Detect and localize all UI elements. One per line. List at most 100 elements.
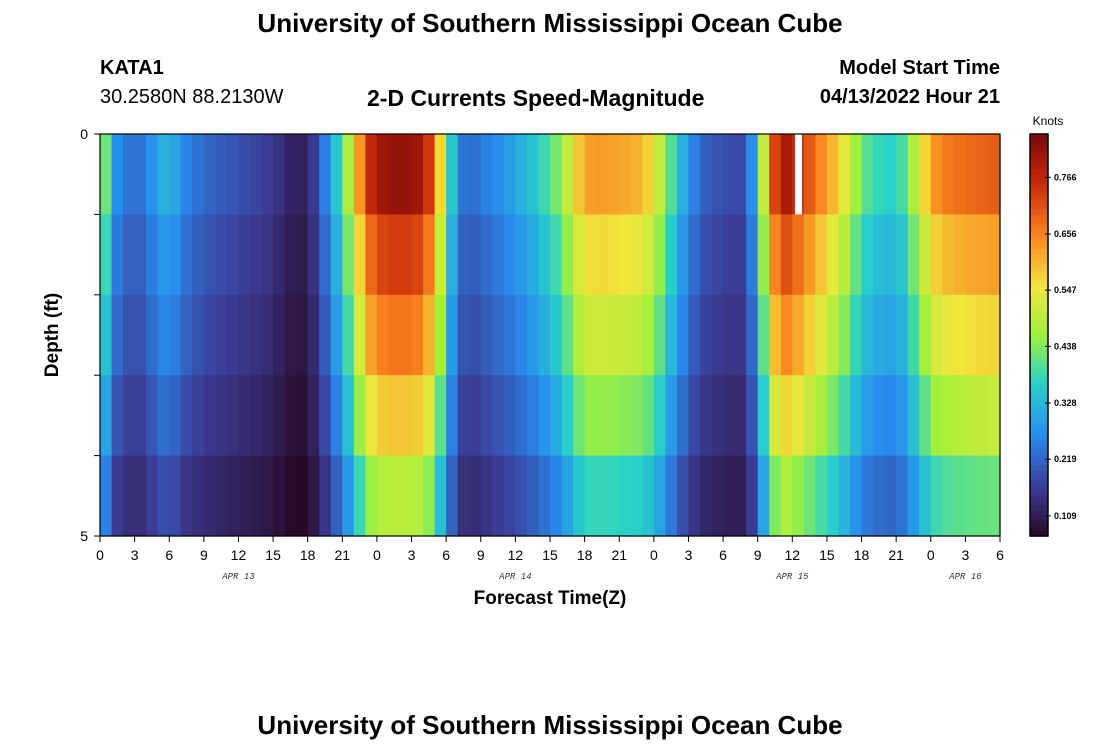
heatmap-cell (365, 214, 378, 296)
colorbar-segment (1030, 264, 1048, 271)
x-tick-label: 12 (231, 547, 247, 563)
x-tick-label: 0 (96, 547, 104, 563)
heatmap-cell (711, 134, 724, 215)
heatmap-cell (250, 375, 263, 457)
y-tick-label: 0 (80, 126, 88, 142)
heatmap-cell (780, 294, 793, 376)
heatmap-cell (942, 214, 955, 296)
heatmap-cell (919, 294, 932, 376)
heatmap-cell (169, 214, 182, 296)
heatmap-cell (676, 455, 690, 537)
heatmap-cell (400, 455, 413, 537)
heatmap-cell (769, 134, 782, 215)
heatmap-cell (100, 294, 113, 376)
heatmap-cell (930, 375, 943, 457)
heatmap-cell (630, 214, 643, 296)
heatmap-cell (342, 455, 355, 537)
heatmap-cell (434, 375, 447, 457)
x-tick-label: 18 (577, 547, 593, 563)
x-tick-label: 15 (542, 547, 558, 563)
colorbar-segment (1030, 415, 1048, 422)
heatmap-cell (296, 134, 309, 215)
heatmap-cell (111, 134, 124, 215)
colorbar-segment (1030, 405, 1048, 411)
heatmap-cell (296, 294, 309, 376)
heatmap-cell (769, 375, 782, 457)
heatmap-cell (642, 294, 655, 376)
heatmap-cell (203, 455, 216, 537)
heatmap-cell (146, 134, 159, 215)
heatmap-cell (930, 294, 943, 376)
heatmap-cell (723, 375, 736, 457)
colorbar-segment (1030, 164, 1048, 170)
heatmap-cell (700, 214, 713, 296)
heatmap-cell (434, 214, 447, 296)
heatmap-cell (850, 455, 863, 537)
heatmap-cell (607, 214, 620, 296)
heatmap-cell (261, 134, 274, 215)
heatmap-cell (446, 375, 459, 457)
heatmap-cell (907, 375, 920, 457)
heatmap-cell (873, 455, 886, 537)
heatmap-cell (319, 455, 332, 537)
heatmap-cell (261, 214, 274, 296)
heatmap-cell (538, 134, 551, 215)
x-tick-label: 21 (611, 547, 627, 563)
x-tick-label: 21 (888, 547, 904, 563)
heatmap-cell (803, 375, 816, 457)
heatmap-cell (342, 214, 355, 296)
heatmap-cell (642, 134, 655, 215)
heatmap-cell (942, 294, 955, 376)
colorbar-segment (1030, 490, 1048, 497)
colorbar-segment (1030, 259, 1048, 266)
heatmap-cell (769, 455, 782, 537)
y-axis-label: Depth (ft) (42, 293, 63, 377)
heatmap-cell (792, 214, 805, 296)
heatmap-cell (734, 375, 747, 457)
heatmap-cell (976, 214, 990, 296)
colorbar-segment (1030, 174, 1048, 180)
heatmap-cell (700, 294, 713, 376)
x-tick-label: 15 (265, 547, 281, 563)
heatmap-cell (284, 214, 297, 296)
heatmap-cell (330, 294, 343, 376)
heatmap-cell (803, 134, 816, 215)
heatmap-cell (192, 455, 205, 537)
heatmap-cell (711, 455, 724, 537)
heatmap-cell (723, 455, 736, 537)
heatmap-cell (400, 214, 413, 296)
heatmap-cell (319, 375, 332, 457)
heatmap-cell (238, 455, 251, 537)
heatmap-cell (746, 455, 759, 537)
heatmap-cell (988, 375, 1001, 457)
heatmap-cell (215, 375, 228, 457)
heatmap-cell (700, 375, 713, 457)
heatmap-cell (146, 455, 159, 537)
x-axis-label: Forecast Time(Z) (474, 588, 627, 609)
heatmap-cell (769, 214, 782, 296)
heatmap-cell (192, 134, 205, 215)
station-name: KATA1 (100, 57, 164, 79)
heatmap-cell (653, 214, 666, 296)
heatmap-cell (700, 455, 713, 537)
x-tick-label: 0 (373, 547, 381, 563)
heatmap-cell (723, 214, 736, 296)
colorbar-segment (1030, 445, 1048, 452)
colorbar-segment (1030, 370, 1048, 376)
heatmap-cell (607, 134, 620, 215)
colorbar-segment (1030, 194, 1048, 200)
heatmap-cell (815, 134, 828, 215)
heatmap-cell (342, 134, 355, 215)
heatmap-cell (400, 134, 413, 215)
heatmap-cell (169, 294, 182, 376)
heatmap-cell (815, 375, 828, 457)
heatmap-cell (388, 375, 401, 457)
heatmap-cell (526, 375, 540, 457)
colorbar-segment (1030, 530, 1048, 537)
heatmap-cell (411, 375, 424, 457)
heatmap-cell (388, 294, 401, 376)
heatmap-cell (896, 375, 909, 457)
heatmap-cell (653, 455, 666, 537)
heatmap-cell (861, 455, 874, 537)
heatmap-cell (538, 375, 551, 457)
